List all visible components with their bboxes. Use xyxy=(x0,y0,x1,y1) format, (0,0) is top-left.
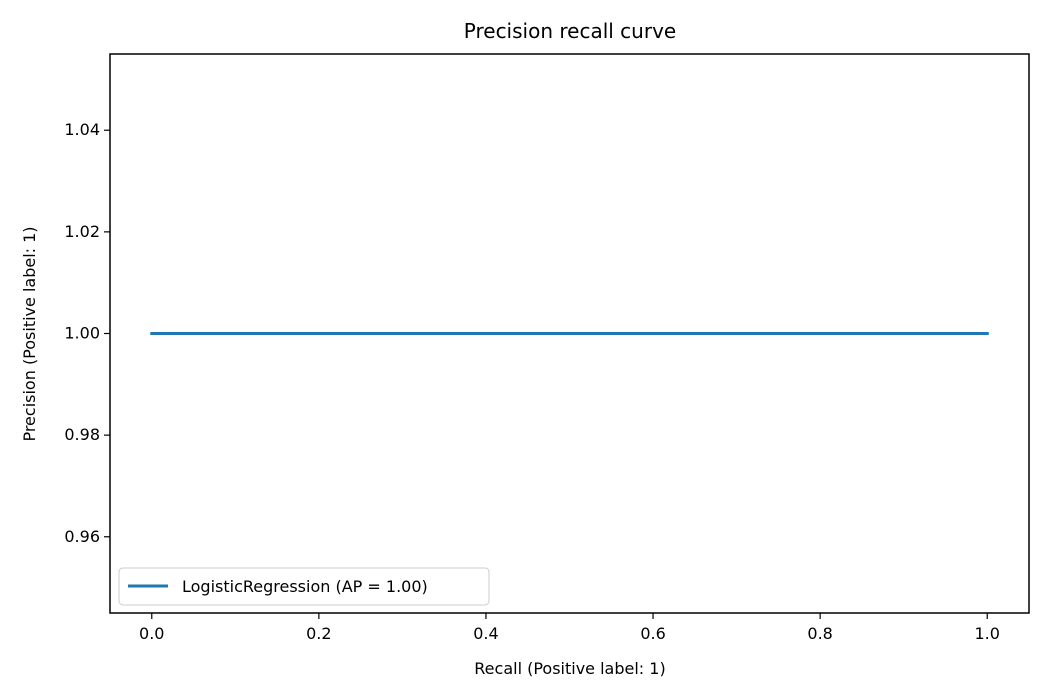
x-tick-label: 0.6 xyxy=(640,624,665,643)
y-tick-label: 0.98 xyxy=(64,425,100,444)
x-axis-label: Recall (Positive label: 1) xyxy=(474,659,665,678)
legend-label: LogisticRegression (AP = 1.00) xyxy=(182,577,428,596)
y-tick-label: 1.00 xyxy=(64,324,100,343)
x-tick-label: 0.0 xyxy=(139,624,164,643)
y-axis-label: Precision (Positive label: 1) xyxy=(20,226,39,441)
y-axis-ticks: 0.96 0.98 1.00 1.02 1.04 xyxy=(64,120,110,546)
x-tick-label: 0.8 xyxy=(807,624,832,643)
x-tick-label: 0.4 xyxy=(473,624,498,643)
legend: LogisticRegression (AP = 1.00) xyxy=(118,567,490,606)
x-tick-label: 0.2 xyxy=(306,624,331,643)
legend-box xyxy=(118,567,490,606)
x-axis-ticks: 0.0 0.2 0.4 0.6 0.8 1.0 xyxy=(139,613,1000,643)
y-tick-label: 1.04 xyxy=(64,120,100,139)
x-tick-label: 1.0 xyxy=(975,624,1000,643)
chart-title: Precision recall curve xyxy=(464,19,676,43)
y-tick-label: 0.96 xyxy=(64,527,100,546)
y-tick-label: 1.02 xyxy=(64,222,100,241)
